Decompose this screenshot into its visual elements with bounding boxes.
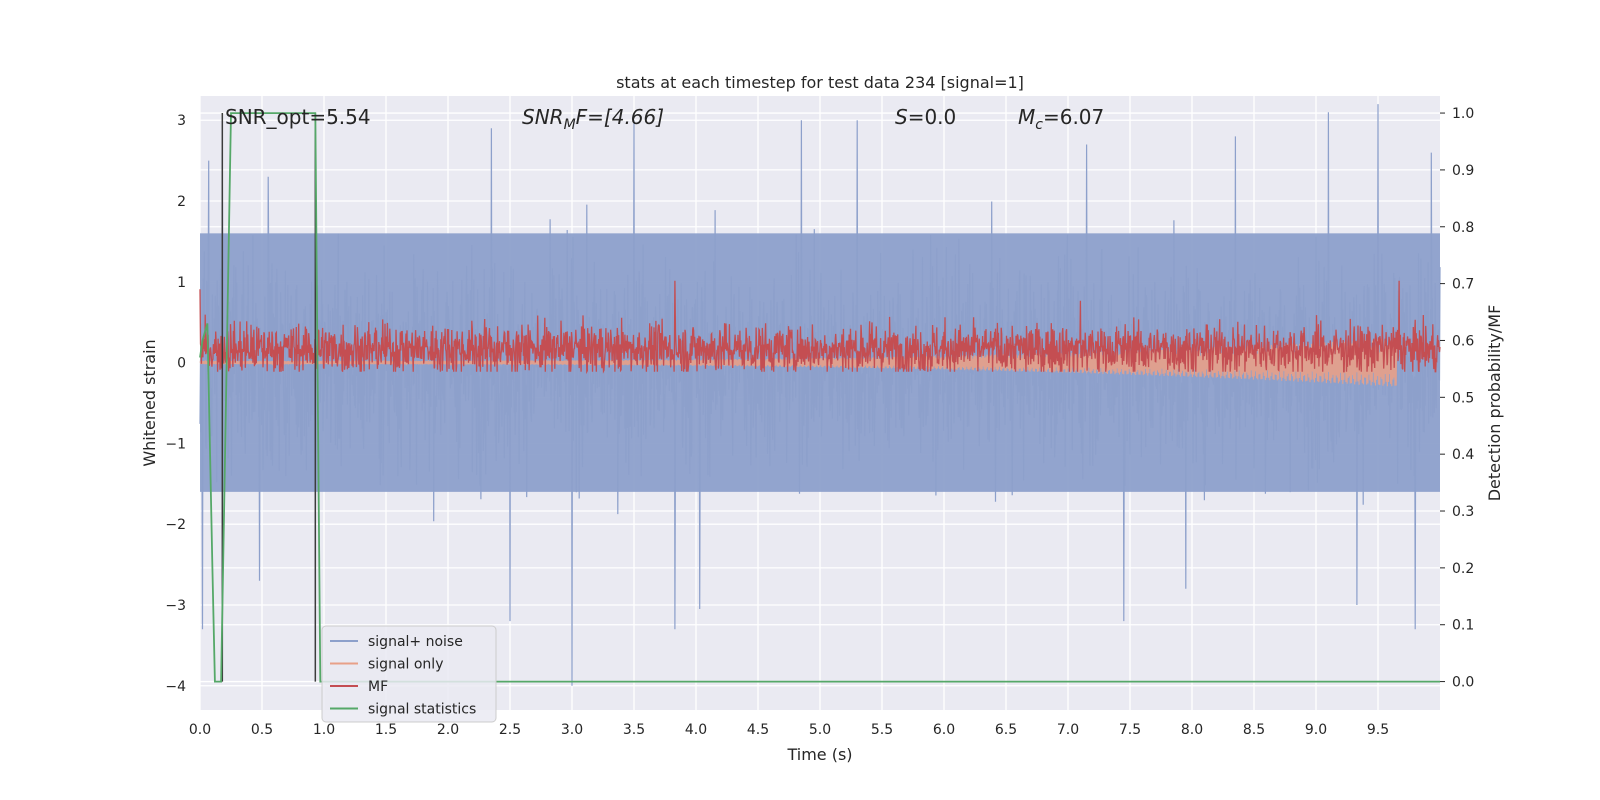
s-annotation: S=0.0 — [895, 105, 956, 129]
x-tick-label: 8.0 — [1181, 722, 1203, 738]
x-tick-label: 9.0 — [1305, 722, 1327, 738]
x-tick-label: 6.0 — [933, 722, 955, 738]
x-tick-label: 0.5 — [251, 722, 273, 738]
right-y-tick-label: 0.7 — [1452, 277, 1474, 293]
x-tick-label: 5.5 — [871, 722, 893, 738]
right-y-tick-label: 1.0 — [1452, 106, 1474, 122]
right-y-tick-label: 0.4 — [1452, 447, 1474, 463]
y-tick-label: −2 — [165, 517, 186, 533]
right-y-tick-label: 0.6 — [1452, 333, 1474, 349]
mc-subscript: c — [1035, 117, 1043, 133]
right-y-tick-label: 0.0 — [1452, 675, 1474, 691]
x-tick-label: 4.5 — [747, 722, 769, 738]
right-y-tick-label: 0.8 — [1452, 220, 1474, 236]
y-tick-label: −3 — [165, 598, 186, 614]
signal-statistics-line — [199, 112, 1440, 683]
x-tick-label: 7.0 — [1057, 722, 1079, 738]
legend-label: MF — [368, 679, 388, 695]
s-symbol: S — [895, 105, 908, 129]
s-value: =0.0 — [908, 105, 957, 129]
x-tick-label: 4.0 — [685, 722, 707, 738]
mc-annotation: Mc=6.07 — [1018, 105, 1104, 133]
right-y-tick-label: 0.1 — [1452, 618, 1474, 634]
snr-mf-value: F=[4.66] — [576, 105, 664, 129]
mf-line — [199, 280, 1441, 375]
x-tick-label: 5.0 — [809, 722, 831, 738]
legend-label: signal statistics — [368, 702, 476, 718]
right-y-tick-label: 0.2 — [1452, 561, 1474, 577]
x-tick-label: 9.5 — [1367, 722, 1389, 738]
x-tick-label: 1.0 — [313, 722, 335, 738]
x-tick-label: 3.5 — [623, 722, 645, 738]
x-tick-label: 2.0 — [437, 722, 459, 738]
snr-mf-subscript: M — [564, 117, 576, 133]
x-tick-label: 2.5 — [499, 722, 521, 738]
snr-mf-symbol: SNR — [522, 105, 564, 129]
right-y-tick-label: 0.9 — [1452, 163, 1474, 179]
y-tick-label: 1 — [177, 275, 186, 291]
chart-title: stats at each timestep for test data 234… — [616, 73, 1024, 92]
snr-opt-annotation: SNR_opt=5.54 — [225, 105, 371, 129]
right-y-axis-label: Detection probability/MF — [1485, 305, 1504, 502]
y-tick-label: 3 — [177, 113, 186, 129]
mc-value: =6.07 — [1043, 105, 1104, 129]
x-axis-label: Time (s) — [786, 745, 852, 764]
y-axis-label: Whitened strain — [140, 339, 159, 466]
legend-box — [321, 625, 497, 723]
chart-marks — [199, 104, 1441, 686]
x-tick-label: 0.0 — [189, 722, 211, 738]
y-tick-label: 2 — [177, 194, 186, 210]
x-tick-label: 6.5 — [995, 722, 1017, 738]
y-tick-label: −4 — [165, 679, 186, 695]
right-y-tick-label: 0.3 — [1452, 504, 1474, 520]
y-tick-label: 0 — [177, 356, 186, 372]
x-tick-label: 8.5 — [1243, 722, 1265, 738]
right-y-tick-label: 0.5 — [1452, 390, 1474, 406]
mc-symbol: M — [1018, 105, 1035, 129]
snr-mf-annotation: SNRMF=[4.66] — [522, 105, 664, 133]
legend: signal+ noise signal only MF signal statist… — [321, 625, 497, 723]
legend-label: signal+ noise — [368, 634, 463, 650]
axis-ticks: 0.0 0.5 1.0 1.5 2.0 2.5 3.0 3.5 4.0 4.5 5.0 5.5 6.0 6… — [165, 106, 1474, 738]
y-tick-label: −1 — [165, 436, 186, 452]
x-tick-label: 7.5 — [1119, 722, 1141, 738]
x-tick-label: 1.5 — [375, 722, 397, 738]
legend-label: signal only — [368, 657, 443, 673]
x-tick-label: 3.0 — [561, 722, 583, 738]
